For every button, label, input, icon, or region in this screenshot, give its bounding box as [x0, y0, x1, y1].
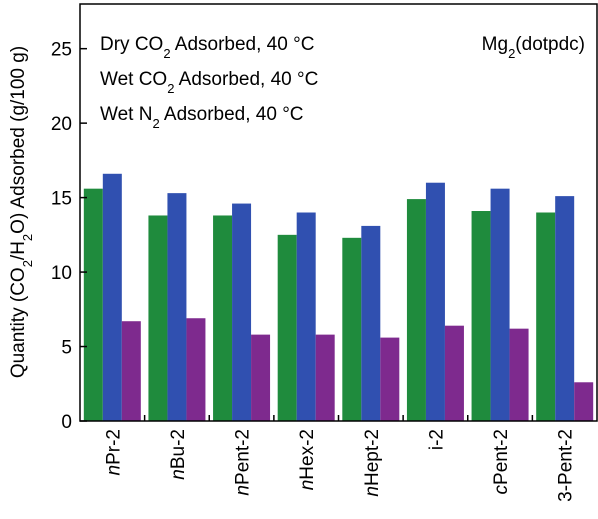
legend-label: Wet N2 Adsorbed, 40 °C	[100, 104, 304, 131]
bar	[148, 215, 168, 421]
bar	[444, 325, 464, 421]
x-tick-label: 3-Pent-2	[556, 429, 577, 502]
bar	[425, 182, 445, 421]
x-tick-label: cPent-2	[491, 429, 512, 494]
bar	[121, 321, 141, 421]
bar	[167, 193, 187, 421]
bar	[536, 212, 556, 421]
bar	[296, 212, 316, 421]
bar	[83, 188, 103, 421]
x-tick-label: nPent-2	[233, 429, 254, 496]
bar	[277, 234, 297, 421]
plot-frame	[79, 3, 598, 422]
y-tick-label: 20	[51, 114, 72, 135]
bar	[213, 215, 233, 421]
annotation: Mg2(dotpdc)	[482, 34, 585, 61]
bar	[361, 225, 381, 421]
bar	[490, 188, 510, 421]
y-tick-label: 0	[61, 412, 72, 433]
x-tick-label: nBu-2	[168, 429, 189, 480]
bar	[574, 382, 594, 421]
bar	[380, 337, 400, 421]
y-tick-label: 25	[51, 40, 72, 61]
legend-label: Wet CO2 Adsorbed, 40 °C	[100, 69, 318, 96]
y-tick-label: 5	[61, 338, 72, 359]
y-axis-label: Quantity (CO2/H2O) Adsorbed (g/100 g)	[8, 46, 35, 378]
x-tick-label: nHept-2	[362, 429, 383, 497]
bar	[186, 318, 206, 421]
y-tick-label: 15	[51, 189, 72, 210]
bar	[406, 199, 426, 421]
bar	[102, 173, 122, 421]
legend-label: Dry CO2 Adsorbed, 40 °C	[100, 34, 314, 61]
bar	[471, 211, 491, 421]
bar	[251, 334, 271, 421]
x-tick-label: i-2	[426, 429, 447, 450]
bar	[509, 328, 529, 421]
x-tick-label: nPr-2	[103, 429, 124, 475]
x-tick-label: nHex-2	[297, 429, 318, 490]
bar	[342, 237, 362, 421]
bar	[555, 196, 575, 421]
bar	[232, 203, 252, 421]
y-tick-label: 10	[51, 263, 72, 284]
bar	[315, 334, 335, 421]
